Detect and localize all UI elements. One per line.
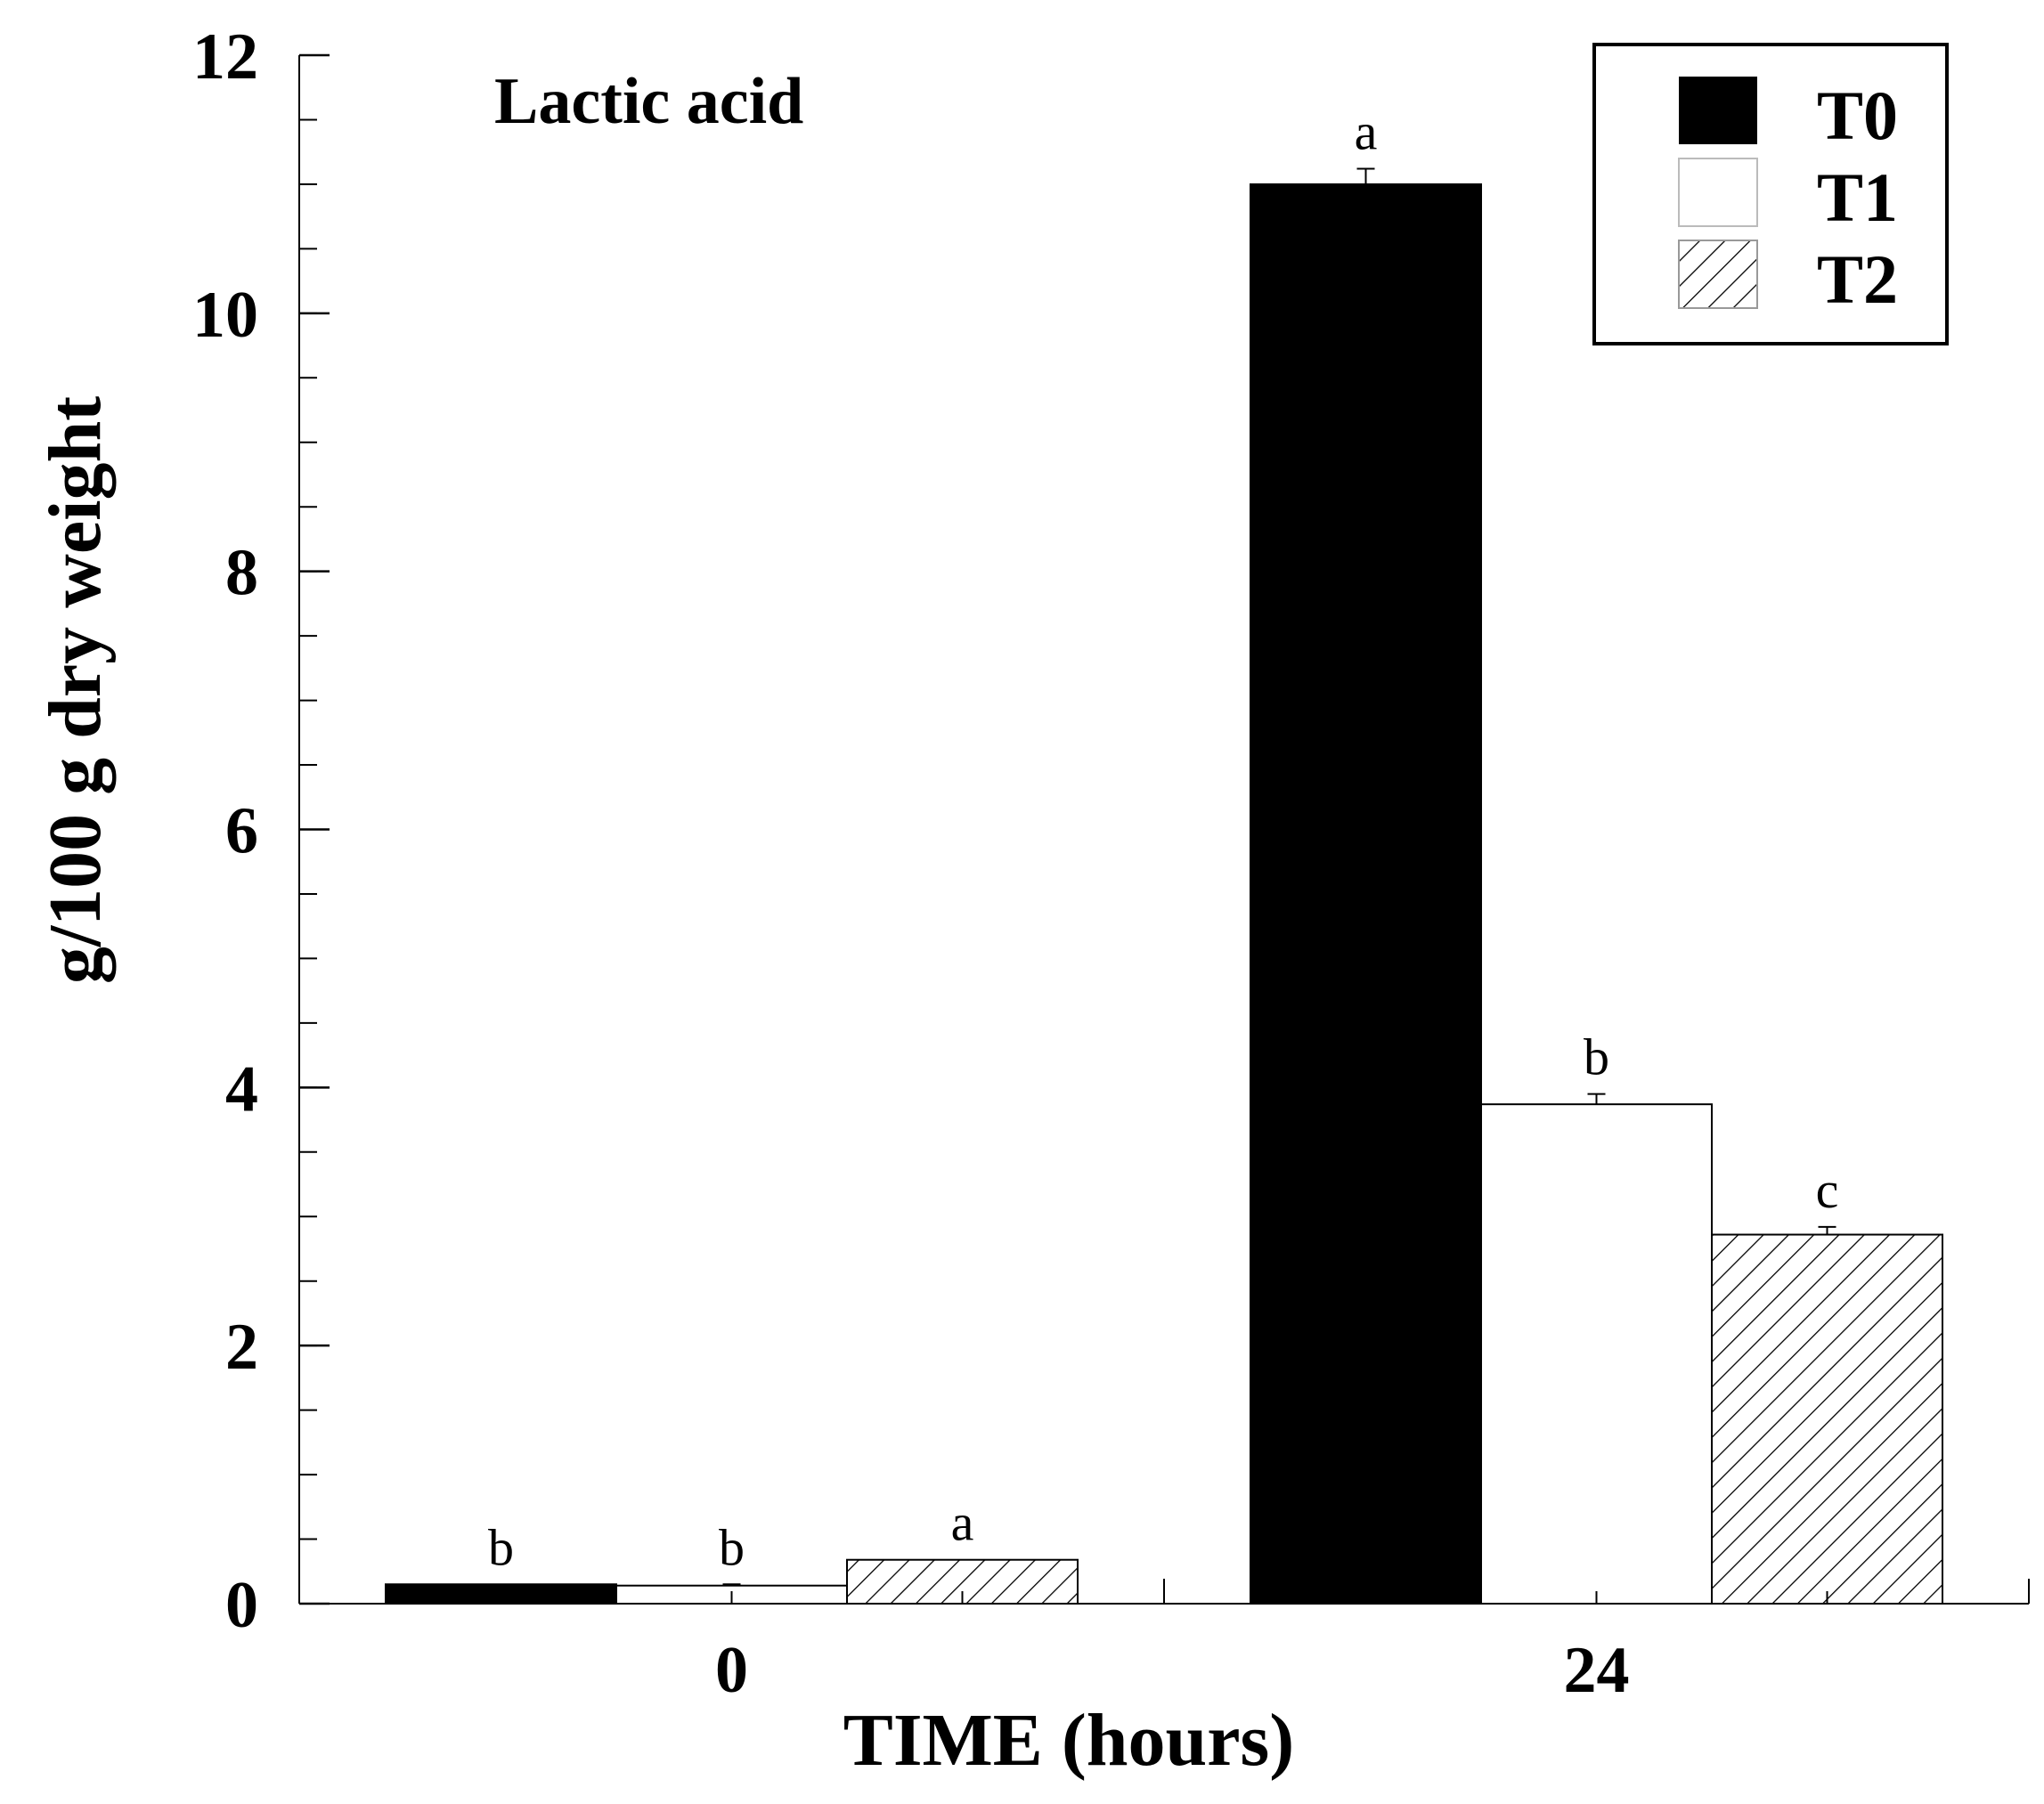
significance-label-t0-24: a: [1355, 103, 1378, 161]
significance-label-t2-24: c: [1816, 1161, 1839, 1219]
significance-label-t0-0: b: [488, 1518, 514, 1576]
legend-label-t1: T1: [1817, 158, 1898, 236]
x-axis-title: TIME (hours): [843, 1699, 1294, 1782]
y-tick-label: 4: [225, 1052, 258, 1125]
significance-label-t1-0: b: [719, 1518, 745, 1576]
legend-swatch-t2: [1678, 240, 1758, 309]
bar-t2-24: [1711, 1233, 1943, 1605]
y-axis-title: g/100 g dry weight: [34, 396, 117, 984]
significance-label-t1-24: b: [1584, 1028, 1609, 1086]
y-tick-label: 12: [192, 20, 258, 93]
legend-swatch-t1: [1678, 158, 1758, 227]
legend-label-t0: T0: [1817, 77, 1898, 154]
significance-label-t2-0: a: [951, 1494, 974, 1552]
x-tick-label-0: 0: [715, 1634, 748, 1707]
chart-title: Lactic acid: [494, 65, 803, 138]
bar-t1-24: [1480, 1103, 1713, 1605]
y-tick-label: 0: [225, 1569, 258, 1642]
bar-t0-24: [1250, 183, 1482, 1605]
legend-label-t2: T2: [1817, 240, 1898, 318]
legend-frame: [1592, 43, 1949, 345]
legend-swatch-t0: [1679, 77, 1757, 144]
y-tick-label: 2: [225, 1311, 258, 1384]
y-tick-label: 10: [192, 279, 258, 352]
x-tick-label-24: 24: [1564, 1634, 1630, 1707]
y-tick-label: 6: [225, 795, 258, 868]
legend: T0 T1 T2: [1592, 43, 1949, 345]
y-tick-label: 8: [225, 537, 258, 610]
